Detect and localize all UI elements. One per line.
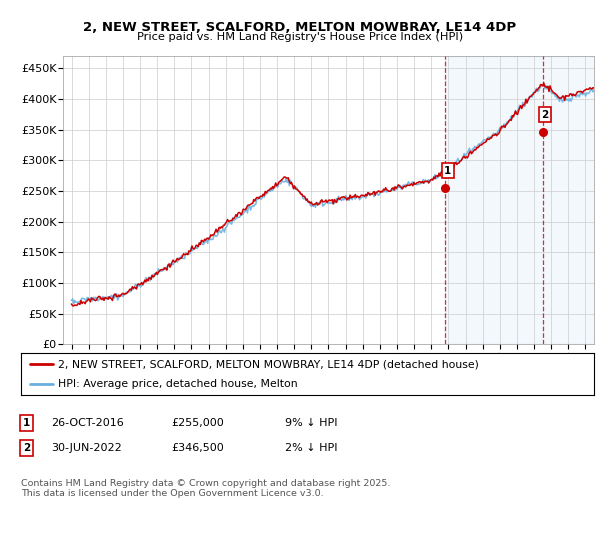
- Text: 2: 2: [542, 110, 549, 120]
- Text: 30-JUN-2022: 30-JUN-2022: [51, 443, 122, 453]
- Text: Contains HM Land Registry data © Crown copyright and database right 2025.
This d: Contains HM Land Registry data © Crown c…: [21, 479, 391, 498]
- Text: 2: 2: [23, 443, 30, 453]
- Text: £255,000: £255,000: [171, 418, 224, 428]
- Text: 2% ↓ HPI: 2% ↓ HPI: [285, 443, 337, 453]
- Text: HPI: Average price, detached house, Melton: HPI: Average price, detached house, Melt…: [58, 379, 298, 389]
- Bar: [445, 56, 600, 344]
- Text: 1: 1: [444, 166, 452, 176]
- Text: Price paid vs. HM Land Registry's House Price Index (HPI): Price paid vs. HM Land Registry's House …: [137, 32, 463, 42]
- Text: 1: 1: [23, 418, 30, 428]
- Text: £346,500: £346,500: [171, 443, 224, 453]
- Text: 2, NEW STREET, SCALFORD, MELTON MOWBRAY, LE14 4DP: 2, NEW STREET, SCALFORD, MELTON MOWBRAY,…: [83, 21, 517, 34]
- Text: 9% ↓ HPI: 9% ↓ HPI: [285, 418, 337, 428]
- Text: 2, NEW STREET, SCALFORD, MELTON MOWBRAY, LE14 4DP (detached house): 2, NEW STREET, SCALFORD, MELTON MOWBRAY,…: [58, 359, 479, 369]
- Text: 26-OCT-2016: 26-OCT-2016: [51, 418, 124, 428]
